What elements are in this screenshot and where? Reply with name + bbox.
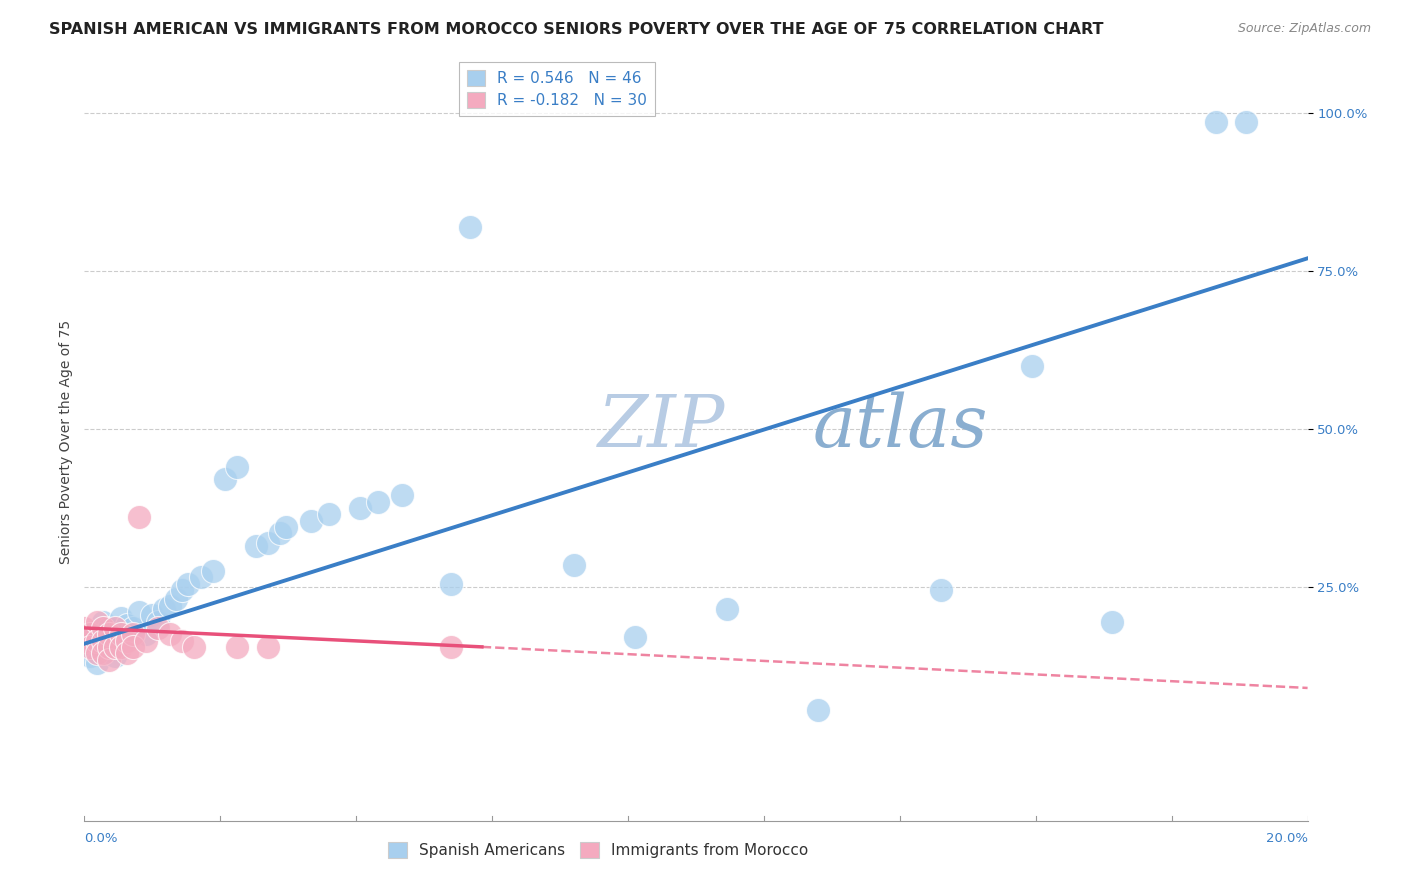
Point	[172, 633, 194, 648]
Point	[716, 602, 738, 616]
Point	[1205, 115, 1227, 129]
Point	[318, 507, 340, 521]
Point	[91, 621, 114, 635]
Point	[86, 656, 108, 670]
Point	[104, 621, 127, 635]
Point	[79, 649, 101, 664]
Point	[122, 627, 145, 641]
Point	[201, 564, 224, 578]
Point	[172, 582, 194, 597]
Point	[1021, 359, 1043, 373]
Point	[146, 621, 169, 635]
Point	[97, 652, 120, 666]
Point	[807, 703, 830, 717]
Point	[122, 640, 145, 654]
Point	[91, 615, 114, 629]
Point	[226, 640, 249, 654]
Point	[276, 520, 298, 534]
Point	[245, 539, 267, 553]
Point	[104, 649, 127, 664]
Point	[73, 633, 96, 648]
Text: 0.0%: 0.0%	[84, 832, 118, 845]
Point	[97, 640, 120, 654]
Point	[135, 633, 157, 648]
Point	[97, 627, 120, 641]
Point	[349, 500, 371, 515]
Point	[624, 631, 647, 645]
Point	[104, 640, 127, 654]
Point	[115, 617, 138, 632]
Point	[1236, 115, 1258, 129]
Point	[91, 646, 114, 660]
Point	[183, 640, 205, 654]
Point	[128, 510, 150, 524]
Text: 20.0%: 20.0%	[1265, 832, 1308, 845]
Point	[86, 646, 108, 660]
Point	[929, 582, 952, 597]
Y-axis label: Seniors Poverty Over the Age of 75: Seniors Poverty Over the Age of 75	[59, 319, 73, 564]
Point	[91, 633, 114, 648]
Point	[135, 627, 157, 641]
Legend: Spanish Americans, Immigrants from Morocco: Spanish Americans, Immigrants from Moroc…	[381, 835, 815, 866]
Point	[115, 633, 138, 648]
Text: Source: ZipAtlas.com: Source: ZipAtlas.com	[1237, 22, 1371, 36]
Point	[110, 627, 132, 641]
Point	[159, 627, 181, 641]
Point	[86, 637, 108, 651]
Point	[86, 615, 108, 629]
Point	[562, 558, 585, 572]
Point	[165, 592, 187, 607]
Point	[104, 627, 127, 641]
Point	[91, 631, 114, 645]
Point	[159, 599, 181, 613]
Point	[1101, 615, 1123, 629]
Point	[86, 633, 108, 648]
Point	[269, 526, 291, 541]
Text: atlas: atlas	[813, 391, 987, 462]
Point	[153, 602, 176, 616]
Point	[79, 640, 101, 654]
Point	[226, 459, 249, 474]
Point	[146, 615, 169, 629]
Point	[110, 611, 132, 625]
Point	[440, 640, 463, 654]
Point	[257, 640, 280, 654]
Point	[110, 640, 132, 654]
Text: ZIP: ZIP	[598, 391, 725, 462]
Point	[97, 643, 120, 657]
Point	[79, 627, 101, 641]
Point	[73, 621, 96, 635]
Point	[299, 514, 322, 528]
Point	[367, 494, 389, 508]
Point	[128, 605, 150, 619]
Point	[257, 535, 280, 549]
Point	[177, 576, 200, 591]
Point	[141, 608, 163, 623]
Point	[214, 473, 236, 487]
Point	[122, 621, 145, 635]
Point	[79, 627, 101, 641]
Point	[115, 646, 138, 660]
Text: SPANISH AMERICAN VS IMMIGRANTS FROM MOROCCO SENIORS POVERTY OVER THE AGE OF 75 C: SPANISH AMERICAN VS IMMIGRANTS FROM MORO…	[49, 22, 1104, 37]
Point	[97, 621, 120, 635]
Point	[391, 488, 413, 502]
Point	[440, 576, 463, 591]
Point	[458, 219, 481, 234]
Point	[190, 570, 212, 584]
